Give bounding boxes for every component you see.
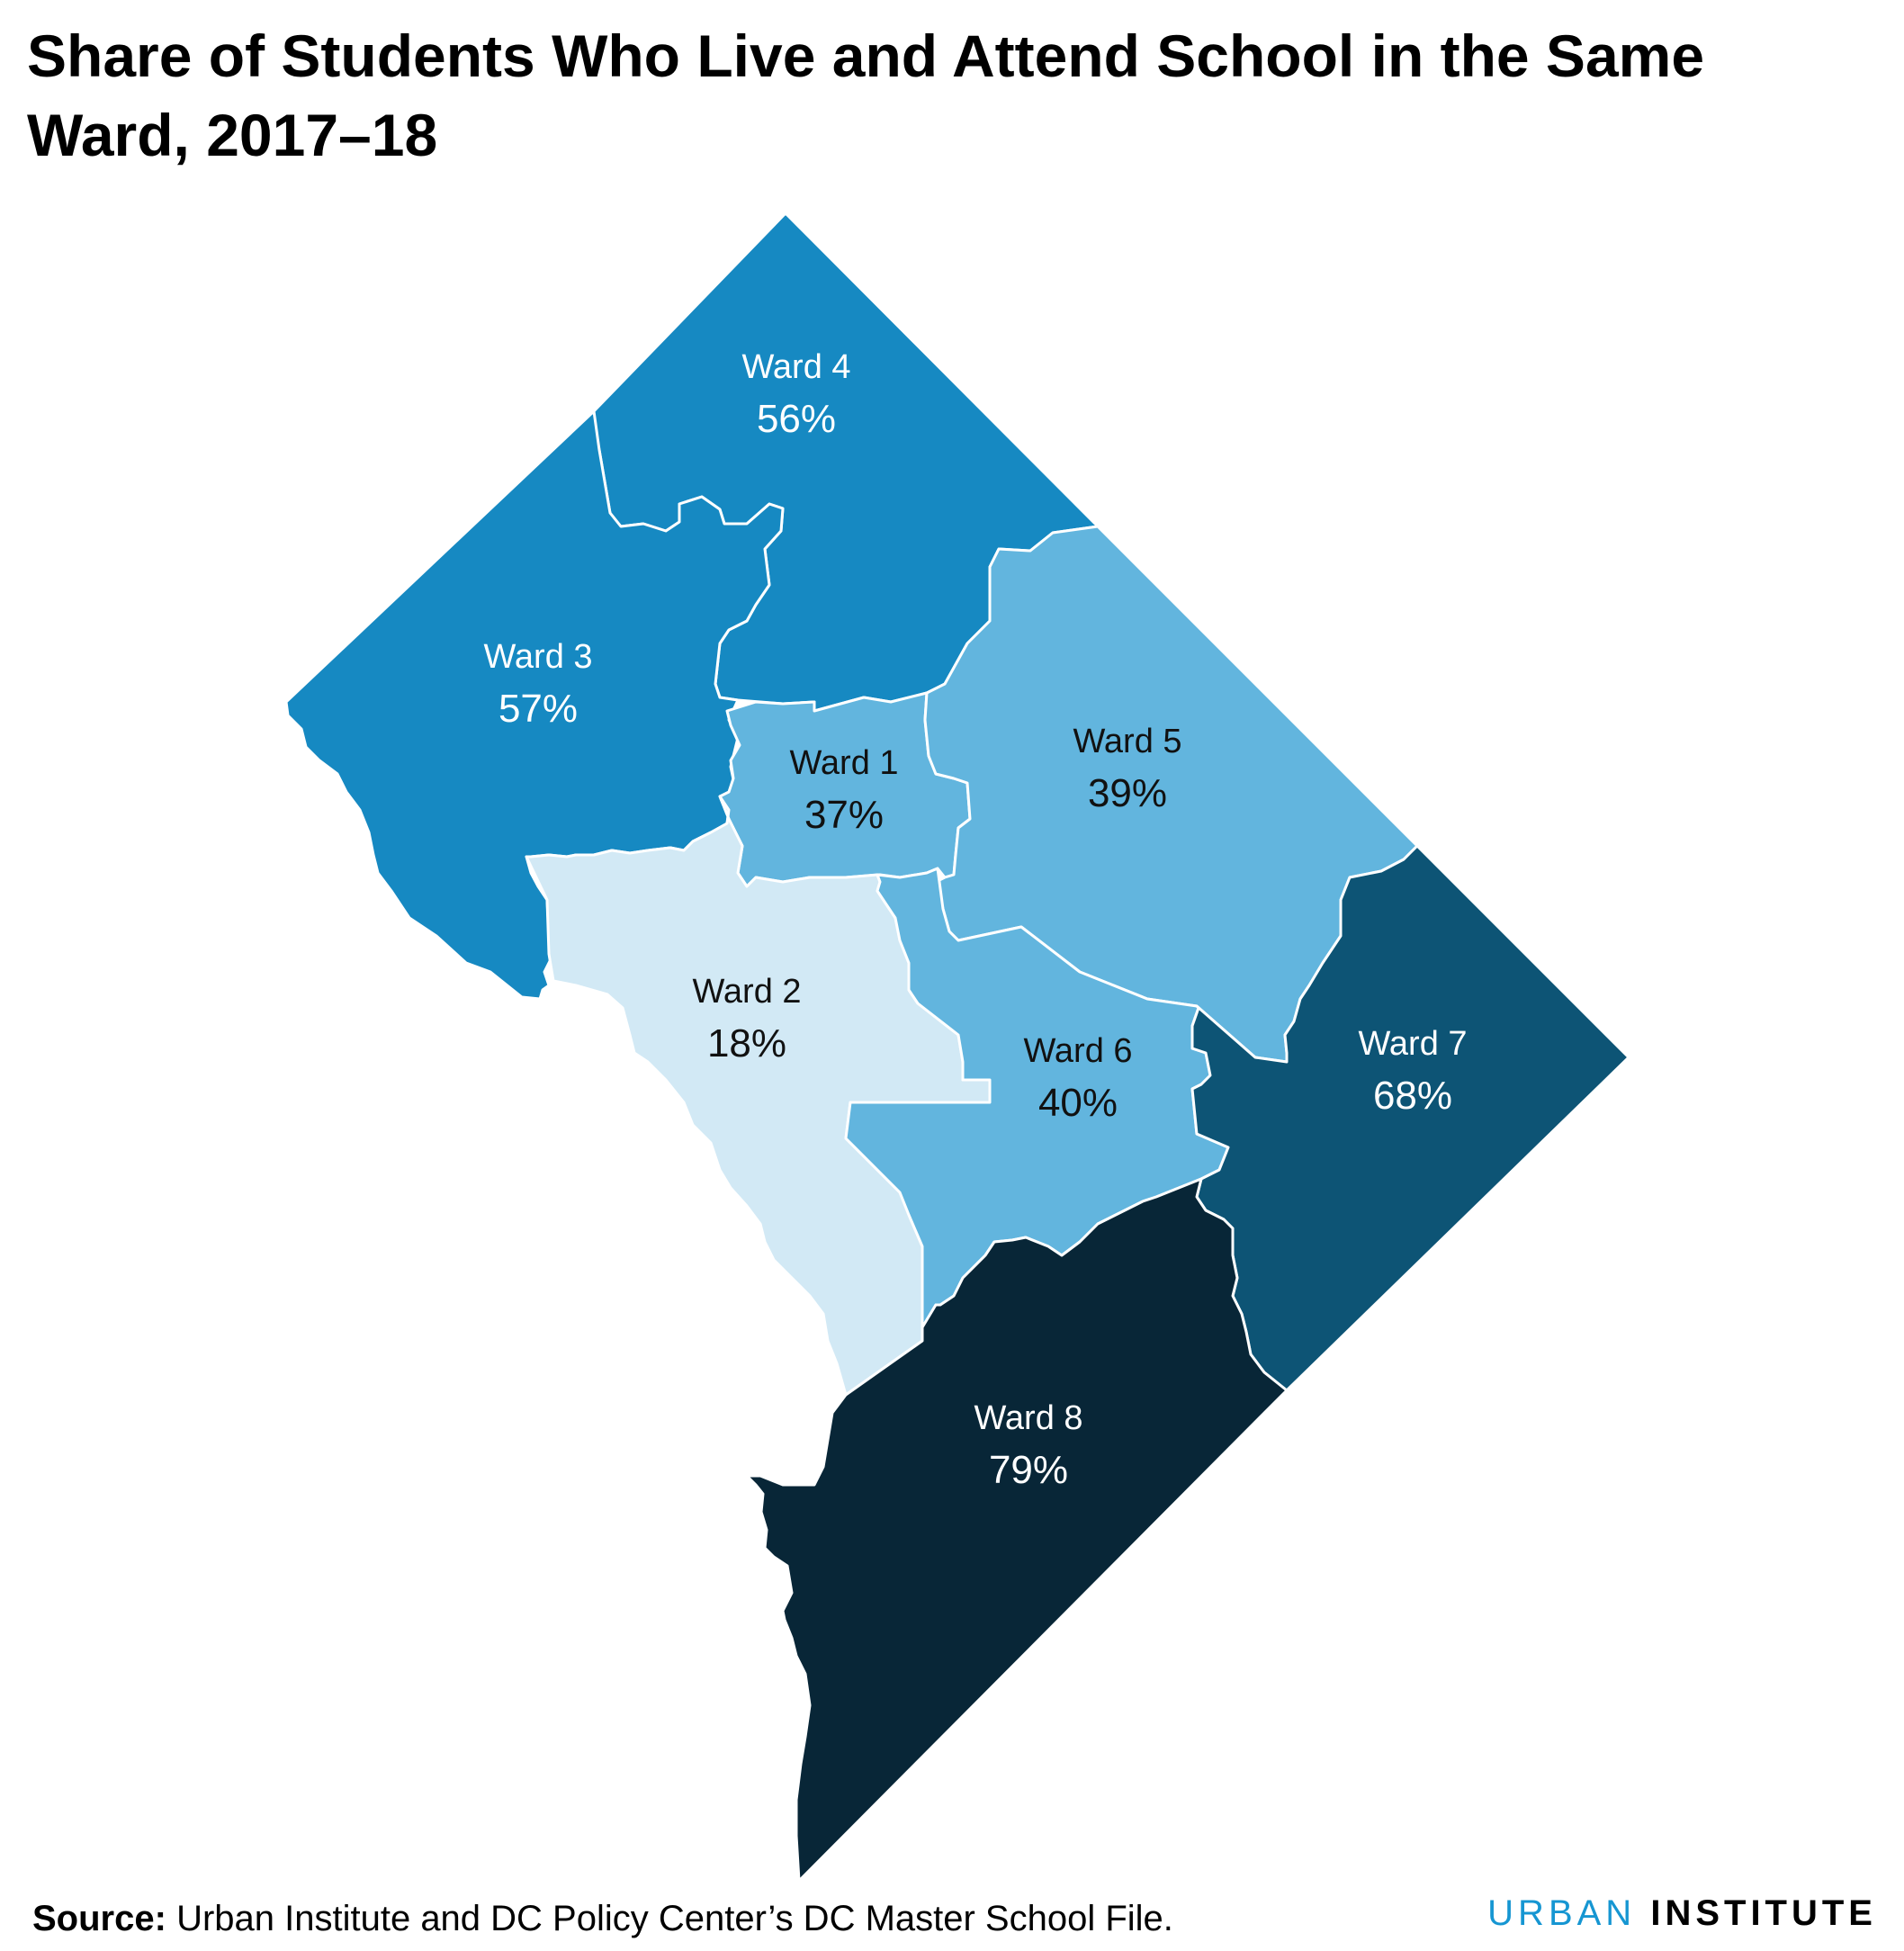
source-text: Urban Institute and DC Policy Center’s D… [176,1899,1173,1938]
ward-2-name: Ward 2 [692,973,801,1011]
ward-4-name: Ward 4 [741,348,850,386]
ward-5-name: Ward 5 [1073,723,1181,760]
ward-1-value: 37% [804,793,884,837]
ward-3-name: Ward 3 [483,638,592,676]
ward-3-value: 57% [498,687,578,731]
ward-4-value: 56% [757,397,836,441]
urban-institute-logo: URBAN INSTITUTE [1487,1893,1877,1934]
source-note: Source: Urban Institute and DC Policy Ce… [32,1899,1173,1939]
ward-6-value: 40% [1038,1081,1118,1125]
ward-2-value: 18% [707,1021,786,1065]
logo-word-urban: URBAN [1487,1893,1637,1933]
chart-title: Share of Students Who Live and Attend Sc… [27,22,1705,168]
ward-8-name: Ward 8 [974,1399,1082,1437]
source-label: Source: [32,1899,166,1938]
ward-1-name: Ward 1 [789,744,898,782]
logo-word-institute: INSTITUTE [1650,1893,1877,1933]
ward-5-value: 39% [1088,771,1167,815]
ward-6-name: Ward 6 [1023,1032,1132,1070]
ward-8-region[interactable] [745,1177,1289,1883]
ward-7-name: Ward 7 [1358,1025,1467,1063]
ward-7-value: 68% [1373,1074,1452,1118]
ward-8-value: 79% [989,1448,1068,1492]
